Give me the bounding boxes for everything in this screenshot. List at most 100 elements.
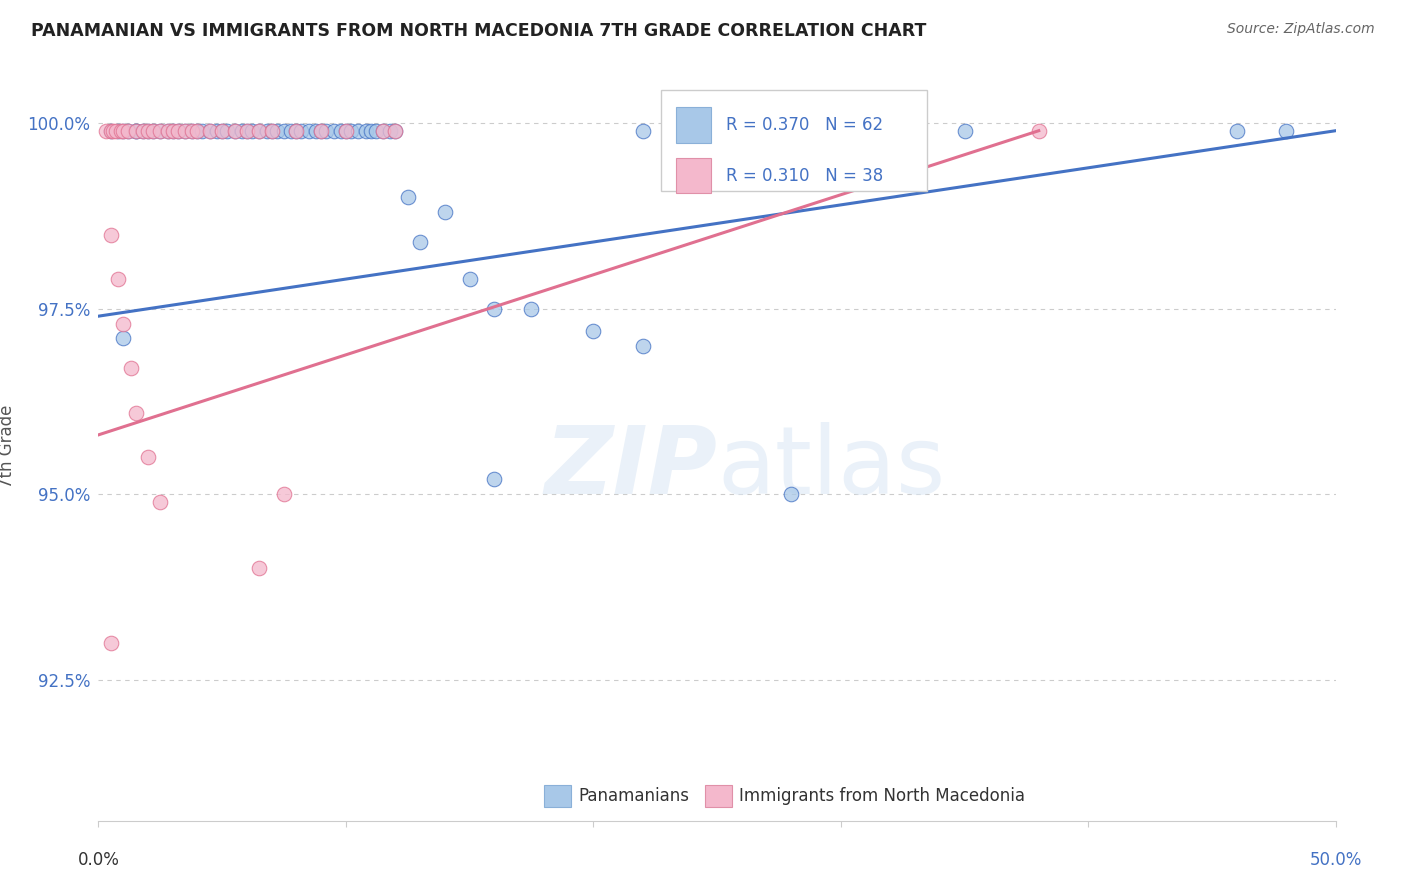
Bar xyxy=(676,158,711,194)
Point xyxy=(224,124,246,138)
Point xyxy=(273,124,295,138)
Point xyxy=(240,124,263,138)
Point xyxy=(1226,124,1249,138)
Point xyxy=(124,124,146,138)
Point xyxy=(149,124,172,138)
Point xyxy=(953,124,976,138)
Point xyxy=(315,124,337,138)
Point xyxy=(107,272,129,286)
Point xyxy=(260,124,283,138)
Point xyxy=(104,124,127,138)
Point xyxy=(266,124,288,138)
Point xyxy=(458,272,481,286)
Point xyxy=(112,317,135,331)
Point xyxy=(384,124,406,138)
Point xyxy=(174,124,197,138)
Point xyxy=(231,124,253,138)
Point xyxy=(181,124,204,138)
Point xyxy=(117,124,139,138)
Point xyxy=(100,124,122,138)
Point xyxy=(162,124,184,138)
Text: atlas: atlas xyxy=(717,423,945,515)
Point xyxy=(107,124,129,138)
Point xyxy=(100,227,122,242)
Point xyxy=(340,124,363,138)
Point xyxy=(191,124,214,138)
Point xyxy=(142,124,165,138)
Point xyxy=(380,124,402,138)
Point xyxy=(247,124,270,138)
Point xyxy=(110,124,132,138)
Point xyxy=(364,124,387,138)
FancyBboxPatch shape xyxy=(661,90,928,191)
Point xyxy=(273,487,295,501)
Point xyxy=(298,124,321,138)
Bar xyxy=(704,785,733,807)
Point xyxy=(100,635,122,649)
Point xyxy=(112,124,135,138)
Point xyxy=(124,406,146,420)
Point xyxy=(309,124,332,138)
Point xyxy=(384,124,406,138)
Point xyxy=(335,124,357,138)
Point xyxy=(166,124,188,138)
Y-axis label: 7th Grade: 7th Grade xyxy=(0,404,15,488)
Point xyxy=(112,124,135,138)
Point xyxy=(309,124,332,138)
Point xyxy=(198,124,221,138)
Point xyxy=(205,124,228,138)
Point xyxy=(100,124,122,138)
Point xyxy=(371,124,394,138)
Point xyxy=(156,124,179,138)
Point xyxy=(211,124,233,138)
Point xyxy=(731,124,754,138)
Point xyxy=(124,124,146,138)
Point xyxy=(371,124,394,138)
Point xyxy=(280,124,302,138)
Point xyxy=(236,124,259,138)
Point xyxy=(94,124,117,138)
Text: 50.0%: 50.0% xyxy=(1309,851,1362,869)
Point xyxy=(631,339,654,353)
Text: 0.0%: 0.0% xyxy=(77,851,120,869)
Point xyxy=(186,124,208,138)
Point xyxy=(396,190,419,204)
Point xyxy=(484,301,506,316)
Point xyxy=(484,472,506,486)
Text: Source: ZipAtlas.com: Source: ZipAtlas.com xyxy=(1227,22,1375,37)
Point xyxy=(186,124,208,138)
Point xyxy=(631,124,654,138)
Point xyxy=(256,124,278,138)
Point xyxy=(780,487,803,501)
Point xyxy=(149,494,172,508)
Point xyxy=(236,124,259,138)
Point xyxy=(156,124,179,138)
Bar xyxy=(544,785,571,807)
Point xyxy=(520,301,543,316)
Point xyxy=(124,124,146,138)
Text: R = 0.370   N = 62: R = 0.370 N = 62 xyxy=(725,116,883,134)
Point xyxy=(322,124,344,138)
Point xyxy=(136,124,159,138)
Point xyxy=(117,124,139,138)
Text: Panamanians: Panamanians xyxy=(578,787,689,805)
Point xyxy=(247,561,270,575)
Point xyxy=(112,331,135,345)
Point xyxy=(132,124,155,138)
Point xyxy=(360,124,382,138)
Point xyxy=(149,124,172,138)
Point xyxy=(354,124,377,138)
Text: R = 0.310   N = 38: R = 0.310 N = 38 xyxy=(725,167,883,185)
Point xyxy=(582,324,605,338)
Point xyxy=(103,124,125,138)
Point xyxy=(224,124,246,138)
Point xyxy=(120,361,142,376)
Point xyxy=(285,124,308,138)
Point xyxy=(347,124,370,138)
Text: ZIP: ZIP xyxy=(544,423,717,515)
Point xyxy=(217,124,239,138)
Point xyxy=(1275,124,1298,138)
Point xyxy=(136,124,159,138)
Point xyxy=(305,124,328,138)
Point xyxy=(830,124,852,138)
